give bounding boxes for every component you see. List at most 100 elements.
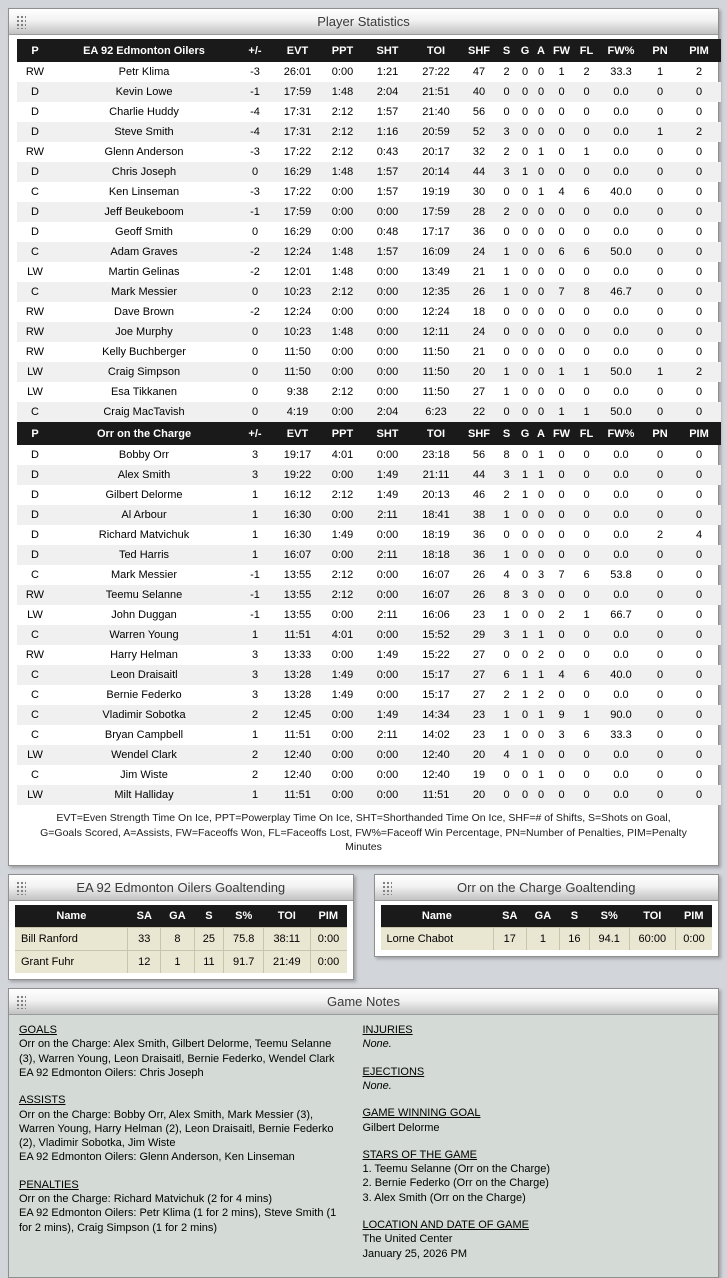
column-header: A — [533, 422, 549, 445]
stat-cell: 0 — [251, 366, 259, 378]
stat-cell: 27 — [472, 689, 486, 701]
stat-cell: 0.0 — [613, 749, 629, 761]
stat-cell: 16:30 — [283, 529, 312, 541]
stat-cell: 0 — [537, 326, 545, 338]
player-row: C Craig MacTavish 0 4:19 0:00 2:04 6:23 22 0 0 0 1 1… — [17, 402, 721, 422]
stat-cell: 27 — [472, 386, 486, 398]
player-row: D Gilbert Delorme 1 16:12 2:12 1:49 20:13 46 2 1 0… — [17, 485, 721, 505]
player-statistics-window: Player Statistics P EA 92 Edmonton Oilers… — [8, 8, 721, 867]
stat-cell: 1:48 — [331, 266, 354, 278]
goaltending-titlebar: Orr on the Charge Goaltending — [374, 875, 718, 902]
stat-cell: 28 — [472, 206, 486, 218]
stat-cell: 0 — [537, 226, 545, 238]
stat-cell: 0 — [656, 306, 664, 318]
player-row: D Charlie Huddy -4 17:31 2:12 1:57 21:40 56 0 0 0 0… — [17, 102, 721, 122]
stat-cell: 3 — [558, 729, 565, 741]
stat-cell: 1 — [537, 469, 545, 481]
stat-cell: 4:01 — [331, 629, 354, 641]
stat-cell: 16:07 — [422, 589, 450, 601]
stat-cell: LW — [27, 749, 43, 761]
stat-cell: 0 — [695, 749, 703, 761]
stat-cell: 0 — [537, 549, 545, 561]
drag-handle-icon[interactable] — [15, 994, 26, 1010]
column-header: G — [517, 39, 533, 62]
column-header: GA — [160, 905, 194, 928]
stat-cell: 0.0 — [613, 86, 629, 98]
stat-cell: -1 — [250, 86, 260, 98]
stat-cell: 14:34 — [422, 709, 450, 721]
column-header: FW% — [599, 39, 643, 62]
stat-cell: 90.0 — [610, 709, 632, 721]
stat-cell: 0.0 — [613, 106, 629, 118]
stat-cell: C — [31, 186, 39, 198]
stat-cell: 0 — [251, 406, 259, 418]
notes-heading: PENALTIES — [19, 1178, 79, 1191]
player-name-cell: Harry Helman — [110, 649, 178, 661]
stat-cell: 75.8 — [223, 927, 264, 951]
stat-cell: 56 — [472, 106, 486, 118]
stat-cell: 0.0 — [613, 649, 629, 661]
player-name-cell: Mark Messier — [110, 569, 177, 581]
stat-cell: 0 — [537, 66, 545, 78]
stat-cell: LW — [27, 609, 43, 621]
stat-cell: 0 — [521, 366, 529, 378]
stat-cell: 0 — [583, 226, 590, 238]
player-row: RW Kelly Buchberger 0 11:50 0:00 0:00 11:50 21 0… — [17, 342, 721, 362]
player-name-cell: Jeff Beukeboom — [104, 206, 184, 218]
column-header: +/- — [235, 422, 275, 445]
player-name-cell: Craig Simpson — [107, 366, 181, 378]
stat-cell: 0:00 — [309, 927, 347, 951]
stat-cell: 0 — [695, 549, 703, 561]
stat-cell: 0:00 — [376, 569, 399, 581]
player-row: C Adam Graves -2 12:24 1:48 1:57 16:09 24 1 0 0 6 6 5… — [17, 242, 721, 262]
stat-cell: 0:00 — [331, 306, 354, 318]
stat-cell: 53.8 — [610, 569, 632, 581]
stat-cell: 6:23 — [425, 406, 447, 418]
stat-cell: 0 — [656, 649, 664, 661]
stat-cell: LW — [27, 789, 43, 801]
stat-cell: RW — [25, 589, 45, 601]
stat-cell: D — [31, 226, 39, 238]
drag-handle-icon[interactable] — [15, 14, 26, 29]
stat-cell: D — [31, 449, 39, 461]
stat-cell: 0 — [656, 549, 664, 561]
stat-cell: 0 — [695, 789, 703, 801]
stat-cell: 50.0 — [610, 406, 632, 418]
stat-cell: 0 — [695, 469, 703, 481]
stat-cell: C — [31, 629, 39, 641]
stat-cell: 0:00 — [376, 366, 399, 378]
stat-cell: 16:30 — [283, 509, 312, 521]
stat-cell: 11:51 — [284, 629, 311, 641]
column-header: SHF — [462, 39, 496, 62]
stat-cell: C — [31, 769, 39, 781]
stat-cell: C — [31, 569, 39, 581]
drag-handle-icon[interactable] — [15, 880, 26, 896]
notes-section: EJECTIONS None. — [363, 1065, 707, 1094]
column-header: PN — [643, 422, 677, 445]
stat-cell: 0:00 — [376, 629, 399, 641]
stat-cell: 0 — [503, 306, 510, 318]
stat-cell: 0 — [503, 789, 510, 801]
drag-handle-icon[interactable] — [380, 880, 392, 896]
stat-cell: 21 — [472, 266, 486, 278]
stat-cell: C — [31, 729, 39, 741]
stat-cell: 17:17 — [422, 226, 450, 238]
stat-cell: 17:59 — [283, 206, 312, 218]
stat-cell: 1:49 — [376, 489, 399, 501]
stat-cell: 0 — [503, 346, 510, 358]
stat-cell: 12:11 — [422, 326, 450, 338]
player-row: C Ken Linseman -3 17:22 0:00 1:57 19:19 30 0 0 1 4 6… — [17, 182, 721, 202]
column-header: SHT — [365, 422, 410, 445]
notes-section: STARS OF THE GAME 1. Teemu Selanne (Orr o… — [363, 1148, 707, 1205]
stat-cell: 2:12 — [331, 569, 354, 581]
stat-cell: 0 — [656, 346, 664, 358]
stat-cell: 40 — [472, 86, 486, 98]
column-header: FW — [549, 39, 574, 62]
stat-cell: 16:07 — [422, 569, 450, 581]
column-header: PPT — [320, 39, 365, 62]
stat-cell: 0:00 — [376, 669, 399, 681]
notes-line: The United Center — [362, 1233, 453, 1246]
stat-cell: 0:00 — [376, 689, 399, 701]
stat-cell: 1:49 — [331, 689, 354, 701]
stat-cell: 11:50 — [422, 386, 450, 398]
